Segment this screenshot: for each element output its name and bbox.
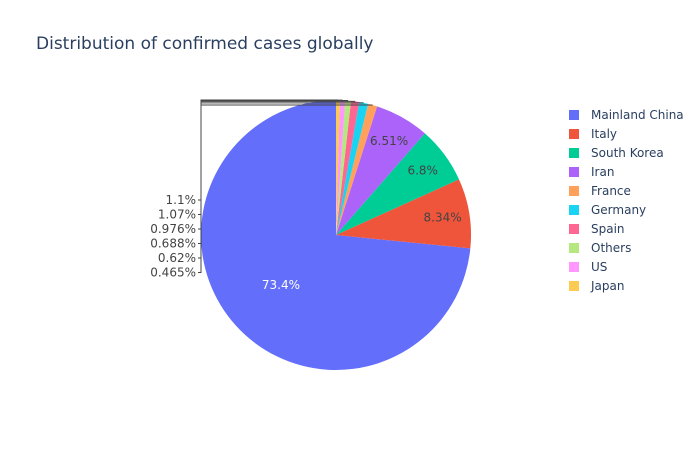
slice-label-mainland-china: 73.4%: [262, 278, 300, 292]
legend-label: US: [591, 259, 608, 274]
legend-swatch: [569, 280, 579, 291]
legend-item-others[interactable]: Others: [566, 238, 684, 257]
slice-label-france: 1.1%: [166, 193, 197, 207]
legend-label: Italy: [591, 126, 618, 141]
legend-label: Iran: [591, 164, 615, 179]
slice-south-korea[interactable]: [336, 133, 459, 235]
slice-label-japan: 0.465%: [150, 266, 196, 280]
slice-others[interactable]: [336, 100, 352, 235]
legend-swatch: [569, 147, 579, 158]
legend-swatch: [569, 242, 579, 253]
legend-label: South Korea: [591, 145, 664, 160]
slice-iran[interactable]: [336, 106, 425, 235]
leader-line-japan: [198, 99, 338, 273]
pie-slices: [200, 100, 471, 370]
label-leader-lines: [198, 99, 373, 273]
slice-label-others: 0.688%: [150, 237, 196, 251]
legend-swatch: [569, 261, 579, 272]
slice-labels: 73.4% 8.34% 6.8% 6.51% 1.1%1.07%0.976%0.688%…: [150, 134, 461, 292]
slice-us[interactable]: [336, 100, 346, 235]
legend-label: Spain: [591, 221, 625, 236]
legend-item-us[interactable]: US: [566, 257, 684, 276]
legend-item-south-korea[interactable]: South Korea: [566, 143, 684, 162]
legend-swatch: [569, 109, 579, 120]
slice-label-us: 0.62%: [158, 251, 196, 265]
legend-label: Germany: [591, 202, 647, 217]
legend-swatch: [569, 223, 579, 234]
legend-swatch: [569, 166, 579, 177]
legend-item-japan[interactable]: Japan: [566, 276, 684, 295]
legend-swatch: [569, 204, 579, 215]
legend-item-france[interactable]: France: [566, 181, 684, 200]
slice-label-south-korea: 6.8%: [407, 164, 438, 178]
slice-label-germany: 1.07%: [158, 208, 196, 222]
slice-mainland-china[interactable]: [200, 100, 471, 370]
legend-swatch: [569, 185, 579, 196]
legend-label: Japan: [591, 278, 625, 293]
slice-spain[interactable]: [336, 100, 360, 235]
slice-label-iran: 6.51%: [370, 134, 408, 148]
slice-label-spain: 0.976%: [150, 222, 196, 236]
legend-item-mainland-china[interactable]: Mainland China: [566, 105, 684, 124]
legend-item-italy[interactable]: Italy: [566, 124, 684, 143]
legend-label: Others: [591, 240, 632, 255]
legend-label: France: [591, 183, 631, 198]
legend-swatch: [569, 128, 579, 139]
slice-france[interactable]: [336, 103, 378, 235]
legend-label: Mainland China: [591, 107, 684, 122]
slice-label-italy: 8.34%: [424, 210, 462, 224]
slice-italy[interactable]: [336, 179, 471, 249]
chart-title: Distribution of confirmed cases globally: [36, 34, 374, 54]
legend-item-germany[interactable]: Germany: [566, 200, 684, 219]
legend: Mainland China Italy South Korea Iran France…: [566, 105, 684, 295]
slice-germany[interactable]: [336, 102, 369, 235]
slice-japan[interactable]: [336, 100, 340, 235]
legend-item-spain[interactable]: Spain: [566, 219, 684, 238]
legend-item-iran[interactable]: Iran: [566, 162, 684, 181]
